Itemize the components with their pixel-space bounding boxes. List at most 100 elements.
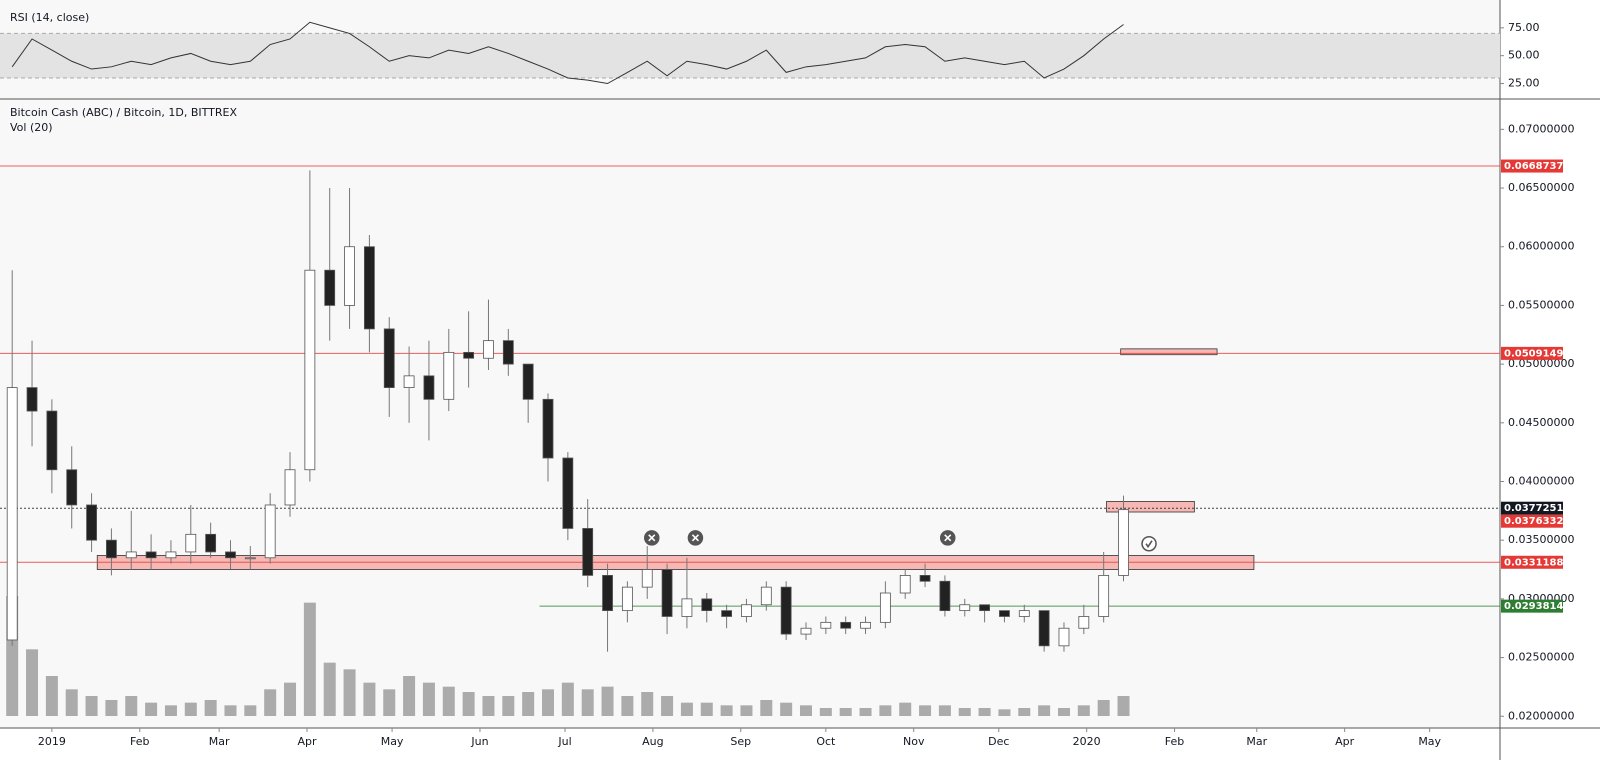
volume-bar <box>244 705 257 716</box>
volume-bar <box>998 709 1011 716</box>
x-tick-label: Aug <box>642 735 663 748</box>
candle-body <box>820 621 832 629</box>
volume-bar <box>938 705 951 716</box>
rsi-line <box>11 21 1124 85</box>
candle-body <box>344 246 355 306</box>
candle-body <box>264 504 276 559</box>
marker-glyph <box>1145 540 1153 549</box>
volume-bar <box>403 676 416 716</box>
x-tick-label: Jun <box>470 735 488 748</box>
candle-body <box>443 351 455 400</box>
volume-bar <box>65 689 78 716</box>
level-label: 0.05091492 <box>1504 348 1570 359</box>
candle-body <box>661 569 673 617</box>
volume-bar <box>125 696 138 716</box>
y-tick-label: 0.05000000 <box>1508 357 1574 370</box>
level-label-box <box>1501 599 1563 613</box>
x-tick-label: Feb <box>1165 735 1184 748</box>
candle-body <box>66 469 78 506</box>
candle-body <box>244 557 256 560</box>
rsi-band <box>0 33 1500 78</box>
chart-title: Bitcoin Cash (ABC) / Bitcoin, 1D, BITTRE… <box>10 106 237 119</box>
candle-body <box>780 586 792 635</box>
candle-body <box>86 504 97 541</box>
level-label-box <box>1501 159 1563 173</box>
zone <box>1106 501 1195 513</box>
volume-bar <box>542 689 555 716</box>
x-tick-label: Feb <box>130 735 149 748</box>
candle-body <box>999 610 1010 617</box>
level-label: 0.03311888 <box>1504 557 1570 568</box>
volume-bar <box>740 705 753 716</box>
x-tick-label: May <box>1418 735 1441 748</box>
volume-bar <box>462 692 475 716</box>
volume-bar <box>581 689 594 716</box>
candle-body <box>106 539 117 559</box>
candle-body <box>1058 627 1070 647</box>
volume-bar <box>26 649 39 716</box>
candle-body <box>145 551 157 559</box>
volume-bar <box>700 702 713 716</box>
volume-bar <box>680 702 693 716</box>
candle-body <box>840 621 852 629</box>
volume-bar <box>303 602 316 716</box>
x-tick-label: Jul <box>557 735 571 748</box>
candle-body <box>562 457 574 529</box>
volume-bar <box>958 708 971 716</box>
rsi-label: RSI (14, close) <box>10 11 89 24</box>
candle-body <box>522 363 534 400</box>
level-label-box <box>1501 555 1563 569</box>
candle-body <box>899 575 911 594</box>
candle-body <box>1038 610 1050 647</box>
volume-bar <box>145 702 158 716</box>
volume-bar <box>343 669 356 716</box>
x-tick-label: Oct <box>816 735 836 748</box>
volume-bar <box>184 702 197 716</box>
volume-bar <box>502 696 515 716</box>
candle-body <box>602 575 613 612</box>
volume-bar <box>859 708 872 716</box>
volume-bar <box>978 708 991 716</box>
candle-body <box>1118 509 1129 576</box>
level-label: 0.02938144 <box>1504 601 1570 612</box>
y-tick-label: 0.04500000 <box>1508 416 1574 429</box>
candle-body <box>879 592 891 623</box>
volume-bar <box>482 696 495 716</box>
volume-bar <box>780 702 793 716</box>
level-label: 0.03763321 <box>1504 516 1570 527</box>
y-tick-label: 0.03500000 <box>1508 533 1574 546</box>
volume-bar <box>899 702 912 716</box>
x-tick-label: Sep <box>730 735 751 748</box>
candle-body <box>860 621 871 629</box>
x-tick-label: Dec <box>988 735 1009 748</box>
level-label-box <box>1501 346 1563 360</box>
candle-body <box>582 528 594 576</box>
rsi-tick-label: 75.00 <box>1508 21 1540 34</box>
y-tick-label: 0.05500000 <box>1508 298 1574 311</box>
x-tick-label: 2020 <box>1073 735 1101 748</box>
candle-body <box>721 610 733 617</box>
y-tick-label: 0.02000000 <box>1508 709 1574 722</box>
candle-body <box>741 604 752 617</box>
volume-bar <box>720 705 733 716</box>
volume-bar <box>799 705 812 716</box>
volume-bar <box>879 705 892 716</box>
candle-body <box>939 580 951 612</box>
volume-bar <box>224 705 237 716</box>
y-tick-label: 0.04000000 <box>1508 474 1574 487</box>
volume-bar <box>1077 705 1090 716</box>
y-tick-label: 0.06500000 <box>1508 181 1574 194</box>
level-label-box <box>1501 514 1563 528</box>
x-tick-label: Mar <box>209 735 230 748</box>
rsi-tick-label: 25.00 <box>1508 77 1540 90</box>
candle-body <box>542 398 554 459</box>
candle-body <box>1098 575 1110 617</box>
level-label: 0.06687379 <box>1504 161 1570 172</box>
candle-body <box>205 533 217 553</box>
candle-body <box>364 246 375 330</box>
volume-bar <box>204 700 217 716</box>
x-tick-label: Mar <box>1246 735 1267 748</box>
volume-bar <box>1117 696 1130 716</box>
x-tick-label: Apr <box>298 735 318 748</box>
volume-bar <box>561 682 574 716</box>
